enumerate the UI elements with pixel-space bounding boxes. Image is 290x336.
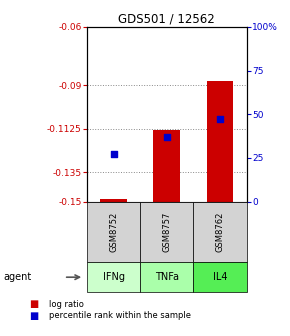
Text: GSM8762: GSM8762: [215, 212, 224, 252]
Text: GSM8752: GSM8752: [109, 212, 118, 252]
Title: GDS501 / 12562: GDS501 / 12562: [118, 13, 215, 26]
Bar: [153, 130, 180, 202]
Text: GSM8757: GSM8757: [162, 212, 171, 252]
Point: [164, 134, 169, 140]
Text: log ratio: log ratio: [49, 300, 84, 308]
Text: IFNg: IFNg: [103, 272, 125, 282]
Text: ■: ■: [29, 299, 38, 309]
Text: TNFa: TNFa: [155, 272, 179, 282]
Bar: [206, 81, 233, 202]
Point: [218, 117, 222, 122]
Text: percentile rank within the sample: percentile rank within the sample: [49, 311, 191, 320]
Point: [111, 152, 116, 157]
Text: agent: agent: [3, 272, 31, 282]
Bar: [100, 199, 127, 202]
Text: ■: ■: [29, 311, 38, 321]
Text: IL4: IL4: [213, 272, 227, 282]
